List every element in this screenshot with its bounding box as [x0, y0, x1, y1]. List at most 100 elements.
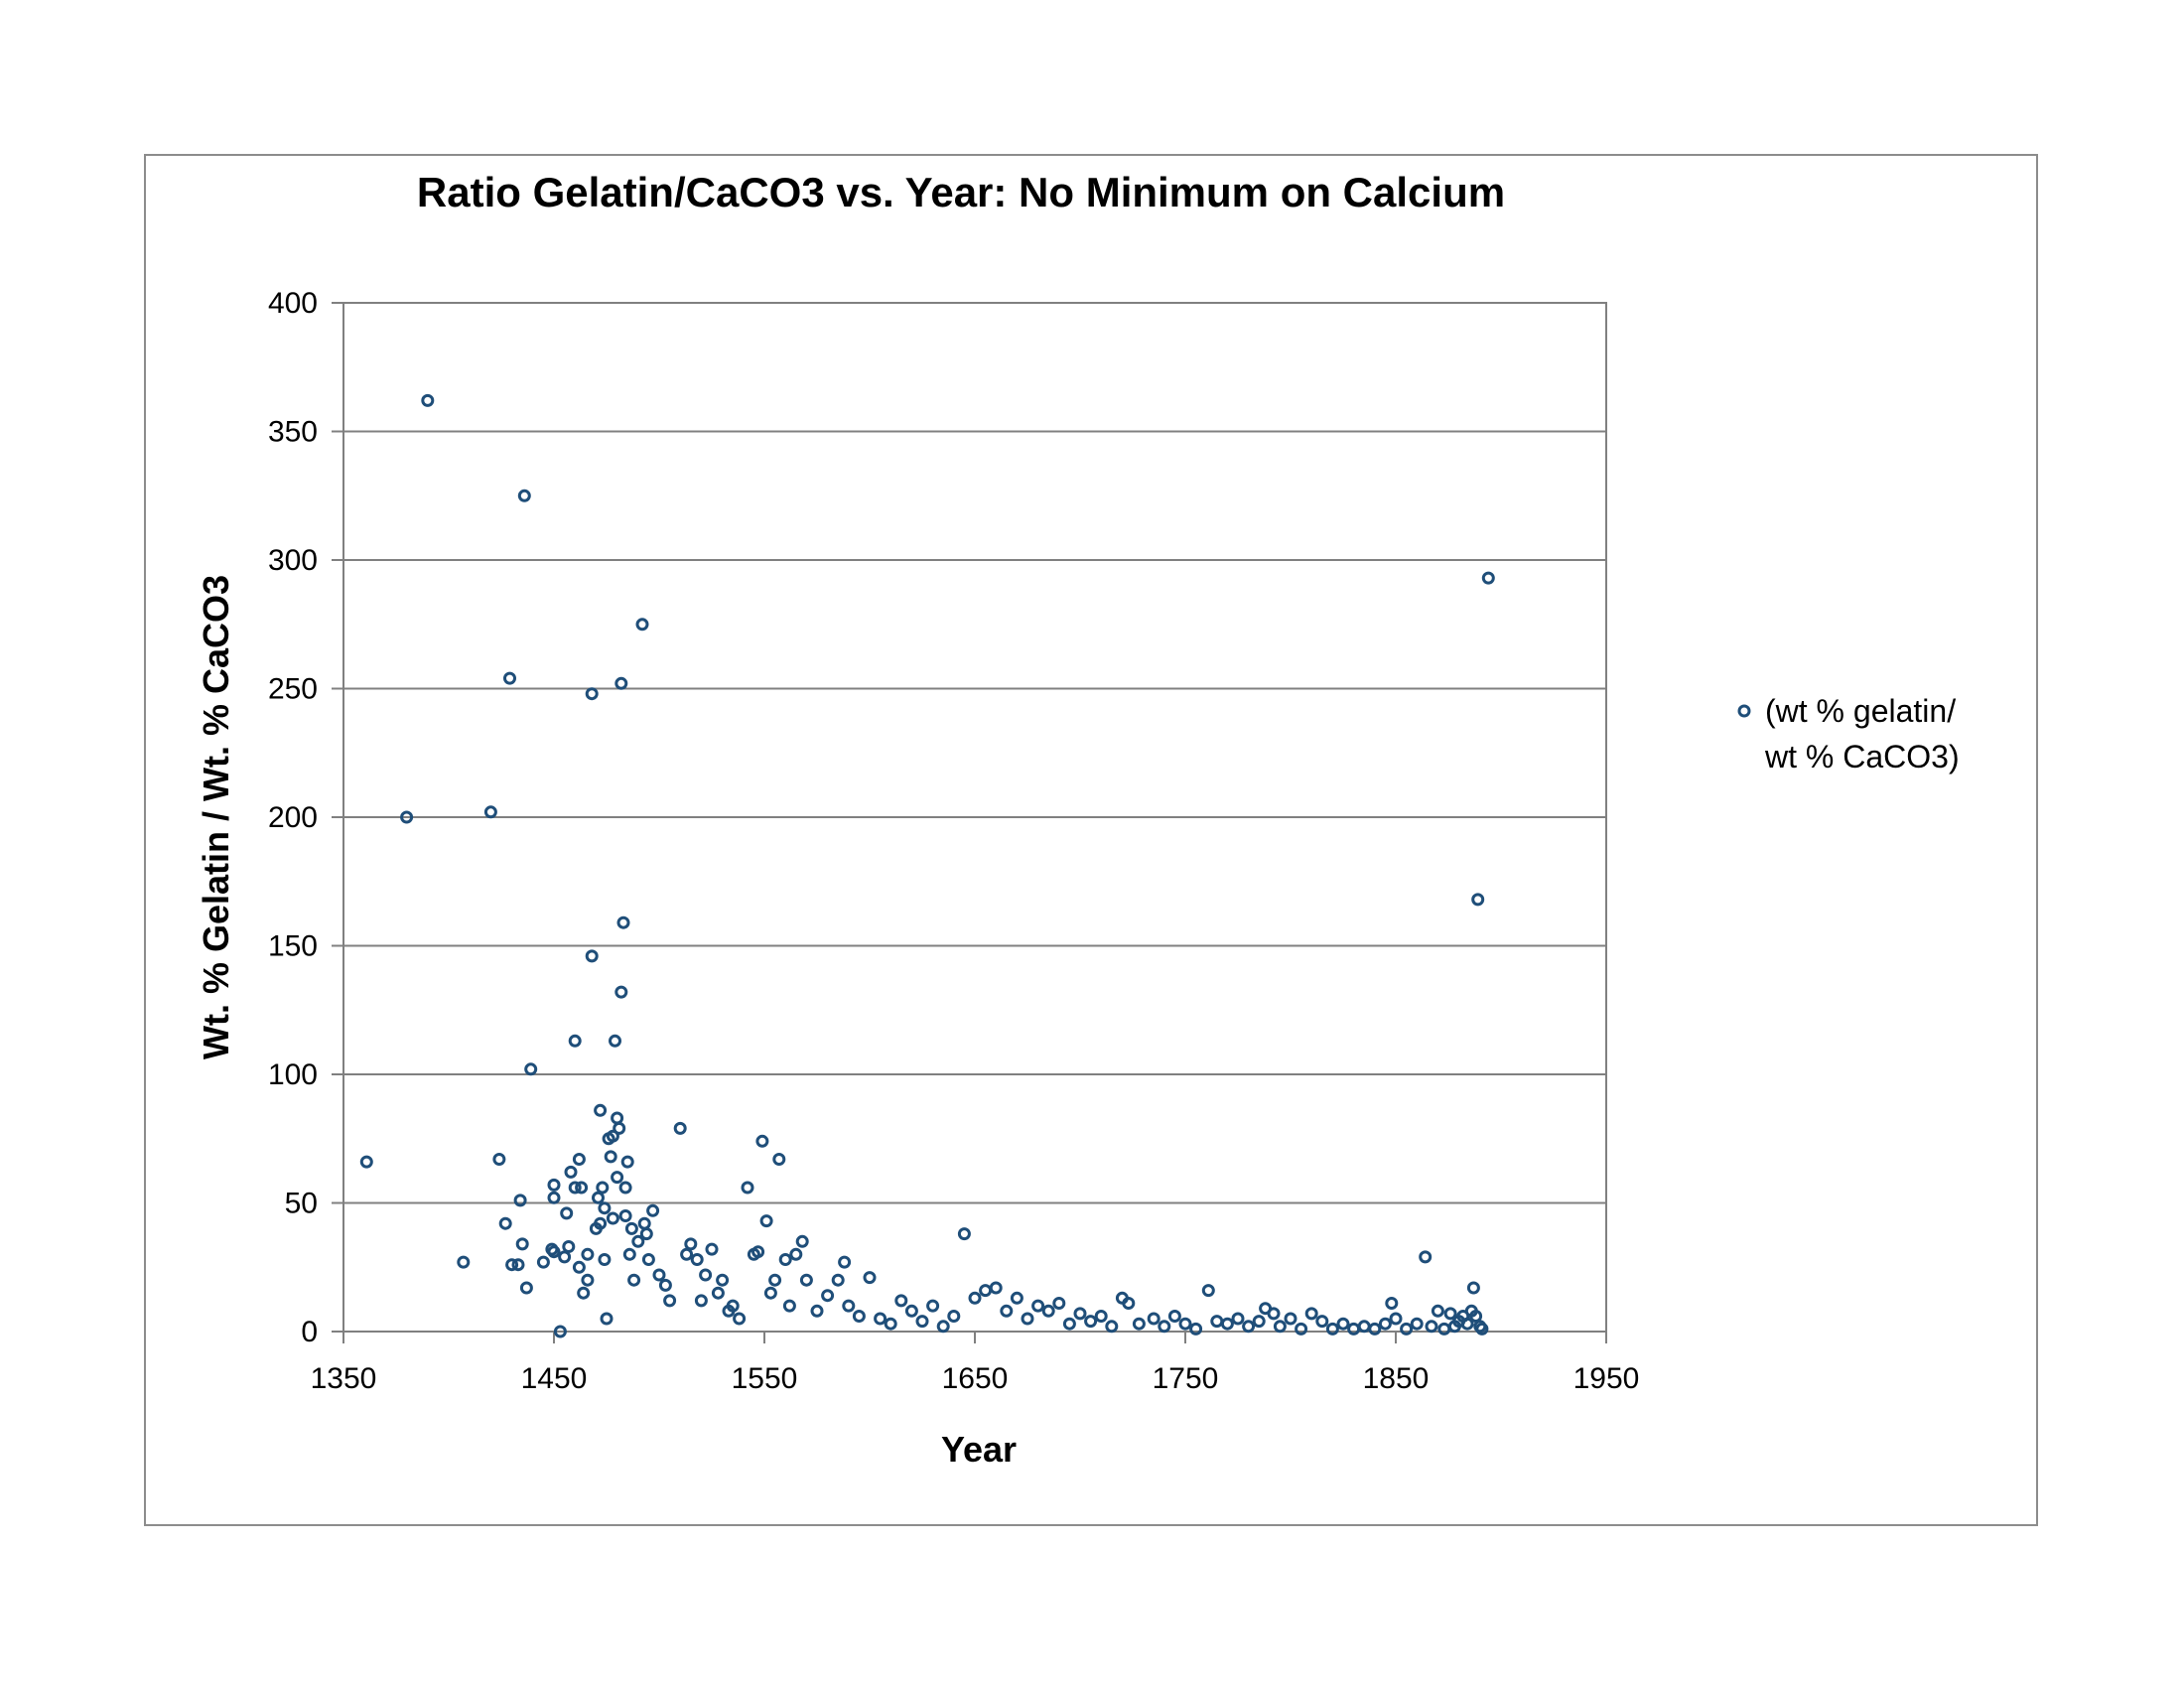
data-point — [694, 1294, 708, 1308]
legend-label: (wt % gelatin/ wt % CaCO3) — [1764, 693, 1965, 774]
data-point — [1021, 1312, 1034, 1326]
data-point — [1267, 1307, 1281, 1321]
data-point — [1304, 1307, 1318, 1321]
data-point — [606, 1129, 619, 1143]
data-point — [594, 1103, 608, 1117]
data-point — [622, 1247, 636, 1261]
legend-marker-icon — [1737, 704, 1751, 718]
data-point — [936, 1320, 950, 1334]
data-point — [838, 1255, 852, 1269]
data-point — [611, 1171, 624, 1185]
data-point — [831, 1273, 845, 1287]
data-point — [400, 810, 414, 824]
data-point — [577, 1286, 591, 1300]
data-point — [492, 1153, 506, 1166]
data-point — [1000, 1304, 1014, 1318]
y-tick-label: 0 — [301, 1316, 318, 1348]
data-point — [989, 1281, 1003, 1295]
data-point — [778, 1253, 792, 1266]
data-point — [1084, 1315, 1098, 1329]
data-point — [581, 1273, 595, 1287]
data-point — [614, 985, 628, 999]
data-point — [1410, 1317, 1424, 1331]
data-point — [564, 1165, 578, 1179]
data-point — [1336, 1317, 1350, 1331]
data-point — [1295, 1322, 1308, 1336]
x-tick-label: 1450 — [521, 1362, 588, 1395]
data-point — [1419, 1250, 1433, 1264]
data-point — [594, 1216, 608, 1230]
data-point — [568, 1034, 582, 1048]
x-tick-label: 1950 — [1573, 1362, 1640, 1395]
y-tick-label: 200 — [268, 801, 318, 834]
data-point — [1469, 1310, 1483, 1323]
data-point — [705, 1242, 719, 1256]
y-tick-label: 300 — [268, 544, 318, 577]
data-point — [652, 1268, 666, 1282]
chart-frame — [144, 154, 2038, 1526]
data-point — [421, 393, 435, 407]
data-point — [627, 1273, 641, 1287]
data-point — [618, 1209, 632, 1222]
data-point — [609, 1034, 621, 1048]
data-point — [1471, 893, 1485, 907]
y-tick-label: 400 — [268, 287, 318, 320]
data-point — [620, 1155, 634, 1169]
y-tick-label: 50 — [285, 1188, 318, 1220]
data-point — [1031, 1299, 1045, 1313]
data-point — [1325, 1322, 1339, 1336]
y-tick-label: 100 — [268, 1058, 318, 1091]
data-point — [663, 1294, 677, 1308]
x-tick-label: 1650 — [942, 1362, 1009, 1395]
data-point — [1105, 1320, 1119, 1334]
data-point — [575, 1181, 589, 1195]
data-point — [585, 949, 599, 963]
data-point — [1147, 1312, 1160, 1326]
data-point — [598, 1201, 612, 1215]
data-point — [1231, 1312, 1245, 1326]
data-point — [884, 1317, 897, 1331]
data-point — [598, 1253, 612, 1266]
data-point — [772, 1153, 786, 1166]
data-point — [568, 1181, 582, 1195]
data-point — [515, 1237, 529, 1251]
data-point — [1122, 1297, 1136, 1310]
data-point — [1284, 1312, 1297, 1326]
data-point — [572, 1260, 586, 1274]
data-point — [751, 1245, 765, 1259]
data-point — [1062, 1317, 1076, 1331]
data-point — [1073, 1307, 1087, 1321]
data-point — [498, 1216, 512, 1230]
data-point — [558, 1250, 572, 1264]
data-point — [1460, 1317, 1474, 1331]
data-point — [1220, 1317, 1234, 1331]
data-point — [596, 1181, 610, 1195]
data-point — [600, 1312, 614, 1326]
y-axis-title: Wt. % Gelatin / Wt. % CaCO3 — [196, 575, 236, 1059]
data-point — [711, 1286, 725, 1300]
data-point — [673, 1121, 687, 1135]
data-point — [782, 1299, 796, 1313]
data-point — [658, 1278, 672, 1292]
data-point — [613, 1121, 626, 1135]
data-point — [680, 1247, 694, 1261]
data-point — [513, 1194, 527, 1207]
data-point — [904, 1304, 918, 1318]
data-point — [547, 1245, 561, 1259]
data-point — [759, 1214, 773, 1228]
data-point — [741, 1181, 754, 1195]
legend-label-line-2: wt % CaCO3) — [1764, 739, 1960, 774]
data-point — [581, 1247, 595, 1261]
chart-title: Ratio Gelatin/CaCO3 vs. Year: No Minimum… — [417, 169, 1505, 215]
legend: (wt % gelatin/ wt % CaCO3) — [1737, 693, 1965, 774]
data-point — [631, 1234, 645, 1248]
data-point — [641, 1253, 655, 1266]
data-point — [635, 618, 649, 632]
data-point — [1400, 1322, 1414, 1336]
data-point — [547, 1191, 561, 1204]
data-point — [1443, 1307, 1457, 1321]
data-point — [1481, 571, 1495, 585]
data-point — [646, 1203, 660, 1217]
y-tick-label: 150 — [268, 930, 318, 963]
data-point — [639, 1227, 653, 1241]
